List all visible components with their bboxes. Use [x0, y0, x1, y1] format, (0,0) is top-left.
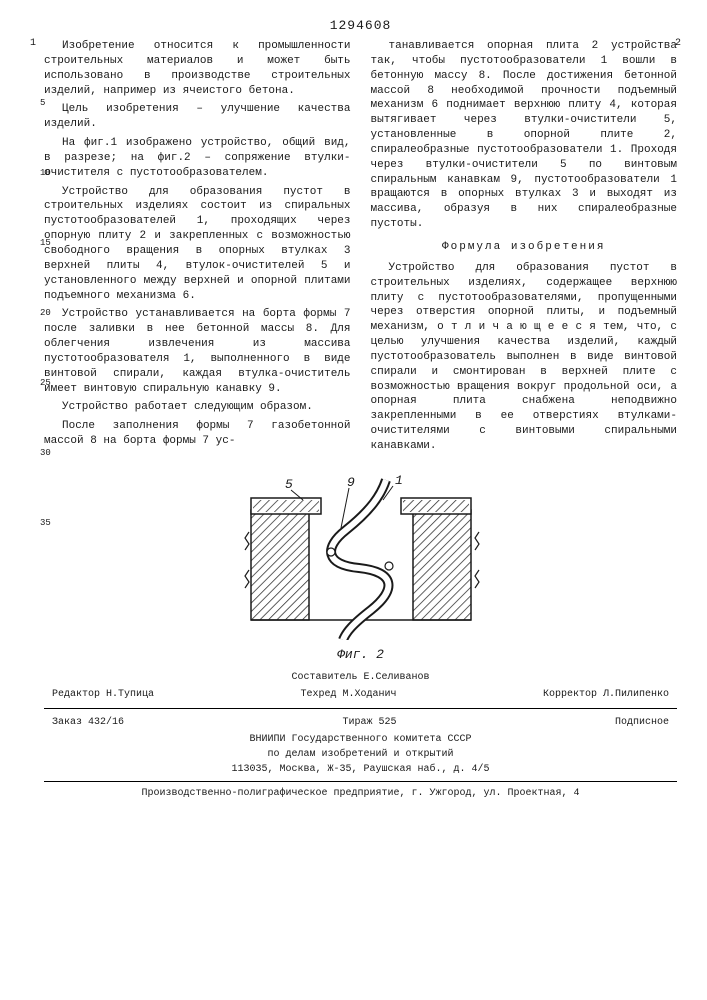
col2-number: 2 [675, 37, 681, 51]
para: Цель изобретения – улучшение качества из… [44, 102, 351, 132]
footer-compiler: Составитель Е.Селиванов [44, 670, 677, 685]
para: После заполнения формы 7 газобетонной ма… [44, 419, 351, 449]
text-columns: 1 5 10 15 20 25 30 35 Изобретение относи… [44, 39, 677, 458]
line-num: 5 [40, 97, 45, 109]
column-right: 2 танавливается опорная плита 2 устройст… [371, 39, 678, 458]
footer-techred: Техред М.Ходанич [300, 687, 396, 702]
para: Устройство работает следующим образом. [44, 400, 351, 415]
para: На фиг.1 изображено устройство, общий ви… [44, 136, 351, 181]
figure-2: 5 9 1 Фиг. 2 [44, 470, 677, 662]
para: Устройство для образования пустот в стро… [44, 185, 351, 304]
footer-address: 113035, Москва, Ж-35, Раушская наб., д. … [44, 762, 677, 777]
fig-label-9: 9 [347, 475, 355, 490]
line-num: 25 [40, 377, 51, 389]
footer-org2: по делам изобретений и открытий [44, 747, 677, 762]
para: Устройство для образования пустот в стро… [371, 261, 678, 454]
para: Изобретение относится к промышленности с… [44, 39, 351, 98]
fig-label-1: 1 [395, 473, 403, 488]
footer-org1: ВНИИПИ Государственного комитета СССР [44, 732, 677, 747]
footer-rule [44, 708, 677, 709]
footer-order-row: Заказ 432/16 Тираж 525 Подписное [44, 713, 677, 732]
para: Устройство устанавливается на борта форм… [44, 307, 351, 396]
footer-tirazh: Тираж 525 [342, 715, 396, 730]
formula-title: Формула изобретения [371, 240, 678, 255]
patent-number: 1294608 [44, 18, 677, 33]
line-num: 15 [40, 237, 51, 249]
line-num: 20 [40, 307, 51, 319]
figure-svg: 5 9 1 [231, 470, 491, 640]
footer-printer: Производственно-полиграфическое предприя… [44, 786, 677, 801]
footer-credits-row: Редактор Н.Тупица Техред М.Ходанич Корре… [44, 685, 677, 704]
col1-number: 1 [30, 37, 36, 51]
para: танавливается опорная плита 2 устройства… [371, 39, 678, 232]
line-num: 10 [40, 167, 51, 179]
line-num: 35 [40, 517, 51, 529]
fig-label-5: 5 [285, 477, 293, 492]
figure-caption: Фиг. 2 [44, 647, 677, 662]
footer-corrector: Корректор Л.Пилипенко [543, 687, 669, 702]
line-num: 30 [40, 447, 51, 459]
footer: Составитель Е.Селиванов Редактор Н.Тупиц… [44, 670, 677, 801]
footer-rule [44, 781, 677, 782]
footer-editor: Редактор Н.Тупица [52, 687, 154, 702]
footer-podpisnoe: Подписное [615, 715, 669, 730]
page-container: 1294608 1 5 10 15 20 25 30 35 Изобретени… [0, 0, 707, 811]
column-left: 1 5 10 15 20 25 30 35 Изобретение относи… [44, 39, 351, 458]
footer-order: Заказ 432/16 [52, 715, 124, 730]
